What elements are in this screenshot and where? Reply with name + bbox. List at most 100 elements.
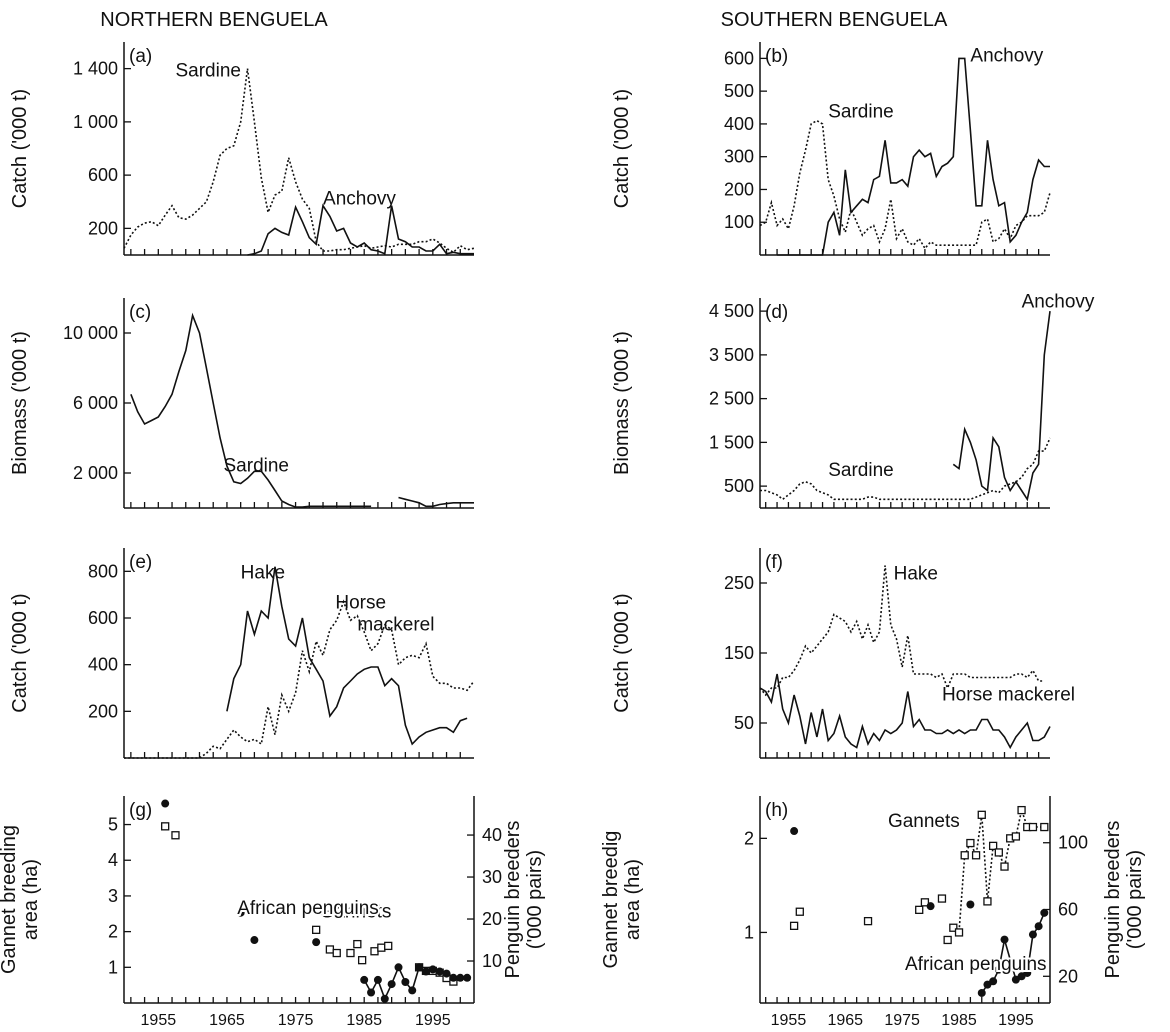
data-point-gannets [1011, 832, 1021, 841]
data-point-gannets [795, 907, 804, 916]
panel-a: 200 600 1 000 1 400 Catch ('000 t) (a) Sardine… [9, 42, 475, 256]
data-point-african-penguins [236, 908, 245, 917]
data-point-african-penguins [428, 965, 437, 974]
series-label-hake: Hake [241, 562, 285, 583]
series-label-gannets: Gannets [888, 811, 960, 832]
panel-f: 50 150 250 Catch ('000 t) (f) Hake Horse macke… [611, 548, 1075, 759]
data-point-african-penguins [387, 980, 396, 989]
series-line-sardine [760, 437, 1051, 501]
series-label-horse-mackerel: Horse mackerel [942, 685, 1075, 706]
series-line-sardine [130, 312, 372, 508]
y2-axis-label: Penguin breeders [502, 821, 524, 979]
y-tick-label: 150 [724, 643, 754, 663]
data-point-african-penguins [790, 827, 799, 836]
data-point-gannets [325, 945, 335, 954]
y2-axis-label: ('000 pairs) [1124, 850, 1146, 949]
panel-c: 2 000 6 000 10 000 Biomass ('000 t) (c) Sardi… [9, 298, 474, 509]
data-point-african-penguins [1034, 922, 1043, 931]
y2-tick-label: 10 [482, 951, 502, 971]
data-point-african-penguins [442, 969, 451, 978]
y2-tick-label: 60 [1058, 900, 1078, 920]
series-line-hake [759, 565, 1045, 697]
series-label-gannets: Gannets [320, 901, 392, 922]
y-axis-label: Biomass ('000 t) [611, 331, 633, 475]
y-axis-label: Biomass ('000 t) [9, 331, 31, 475]
y-axis-label: area (ha) [20, 859, 42, 940]
x-tick-label: 1965 [209, 1012, 245, 1029]
x-tick-label: 1985 [941, 1012, 977, 1029]
y-axis-label: Catch ('000 t) [611, 593, 633, 712]
panel-label: (a) [129, 46, 152, 67]
y-tick-label: 2 500 [709, 389, 754, 409]
data-point-african-penguins [401, 978, 410, 987]
x-tick-label: 1985 [346, 1012, 382, 1029]
x-tick-label: 1975 [884, 1012, 920, 1029]
data-point-gannets [1040, 822, 1049, 832]
panel-b: 100 200 300 400 500 600 Catch ('000 t) (b) Sardi… [611, 42, 1051, 256]
data-point-gannets [994, 848, 1003, 857]
series-line-hake [226, 566, 468, 746]
data-point-african-penguins [1000, 935, 1009, 944]
data-point-african-penguins [367, 988, 376, 997]
y-tick-label: 800 [88, 561, 118, 581]
y-tick-label: 200 [88, 701, 118, 721]
data-point-gannets [1028, 822, 1038, 832]
series-label-sardine: Sardine [175, 61, 241, 82]
y-tick-label: 1 [744, 922, 754, 942]
y-tick-label: 200 [724, 179, 754, 199]
panel-label: (h) [765, 800, 788, 821]
y2-tick-label: 20 [482, 909, 502, 929]
y-tick-label: 5 [108, 815, 118, 835]
y-tick-label: 3 [108, 886, 118, 906]
data-point-african-penguins [380, 994, 389, 1003]
y-tick-label: 4 [108, 850, 118, 870]
x-tick-label: 1955 [141, 1012, 177, 1029]
data-point-african-penguins [250, 936, 259, 945]
data-point-gannets [346, 948, 355, 958]
y-tick-label: 1 [108, 957, 118, 977]
data-point-african-penguins [421, 967, 430, 976]
data-point-african-penguins [456, 973, 465, 982]
series-line-sardine [759, 119, 1051, 250]
x-tick-label: 1955 [771, 1012, 807, 1029]
y2-tick-label: 30 [482, 867, 502, 887]
y-tick-label: 300 [724, 147, 754, 167]
y-tick-label: 250 [724, 573, 754, 593]
y-axis-label: Catch ('000 t) [9, 593, 31, 712]
data-point-african-penguins [1023, 968, 1032, 977]
data-point-gannets [971, 851, 981, 860]
data-point-gannets [937, 894, 947, 903]
y2-axis-label: ('000 pairs) [524, 850, 546, 949]
data-point-gannets [915, 905, 924, 914]
y-tick-label: 500 [724, 81, 754, 101]
data-point-gannets [960, 851, 969, 860]
data-point-african-penguins [1040, 908, 1049, 917]
series-line-horse-mackerel [124, 599, 475, 759]
series-line-anchovy [777, 57, 1050, 256]
series-label-sardine: Sardine [828, 460, 894, 481]
y-tick-label: 400 [88, 655, 118, 675]
data-point-gannets [863, 916, 873, 926]
series-line-sardine [123, 68, 475, 254]
data-point-african-penguins [373, 975, 382, 984]
data-point-african-penguins [966, 900, 975, 909]
series-label-sardine: Sardine [828, 101, 894, 122]
y-tick-label: 1 500 [709, 432, 754, 452]
data-point-african-penguins [977, 988, 986, 997]
data-point-gannets [988, 841, 998, 851]
data-point-african-penguins [449, 973, 458, 982]
data-point-gannets [370, 947, 379, 956]
series-label-horse-mackerel: mackerel [357, 615, 434, 636]
data-point-gannets [377, 943, 386, 952]
y2-tick-label: 40 [482, 825, 502, 845]
panel-label: (f) [765, 552, 783, 573]
y-axis-label: Catch ('000 t) [9, 89, 31, 208]
panel-label: (d) [765, 302, 788, 323]
data-point-gannets [384, 941, 393, 951]
x-tick-label: 1965 [827, 1012, 863, 1029]
data-point-gannets [983, 897, 992, 906]
panel-e: 200 400 600 800 Catch ('000 t) (e) Hake Horsema… [9, 548, 475, 759]
data-point-african-penguins [989, 977, 998, 986]
data-point-african-penguins [463, 973, 472, 982]
data-point-african-penguins [312, 938, 321, 947]
